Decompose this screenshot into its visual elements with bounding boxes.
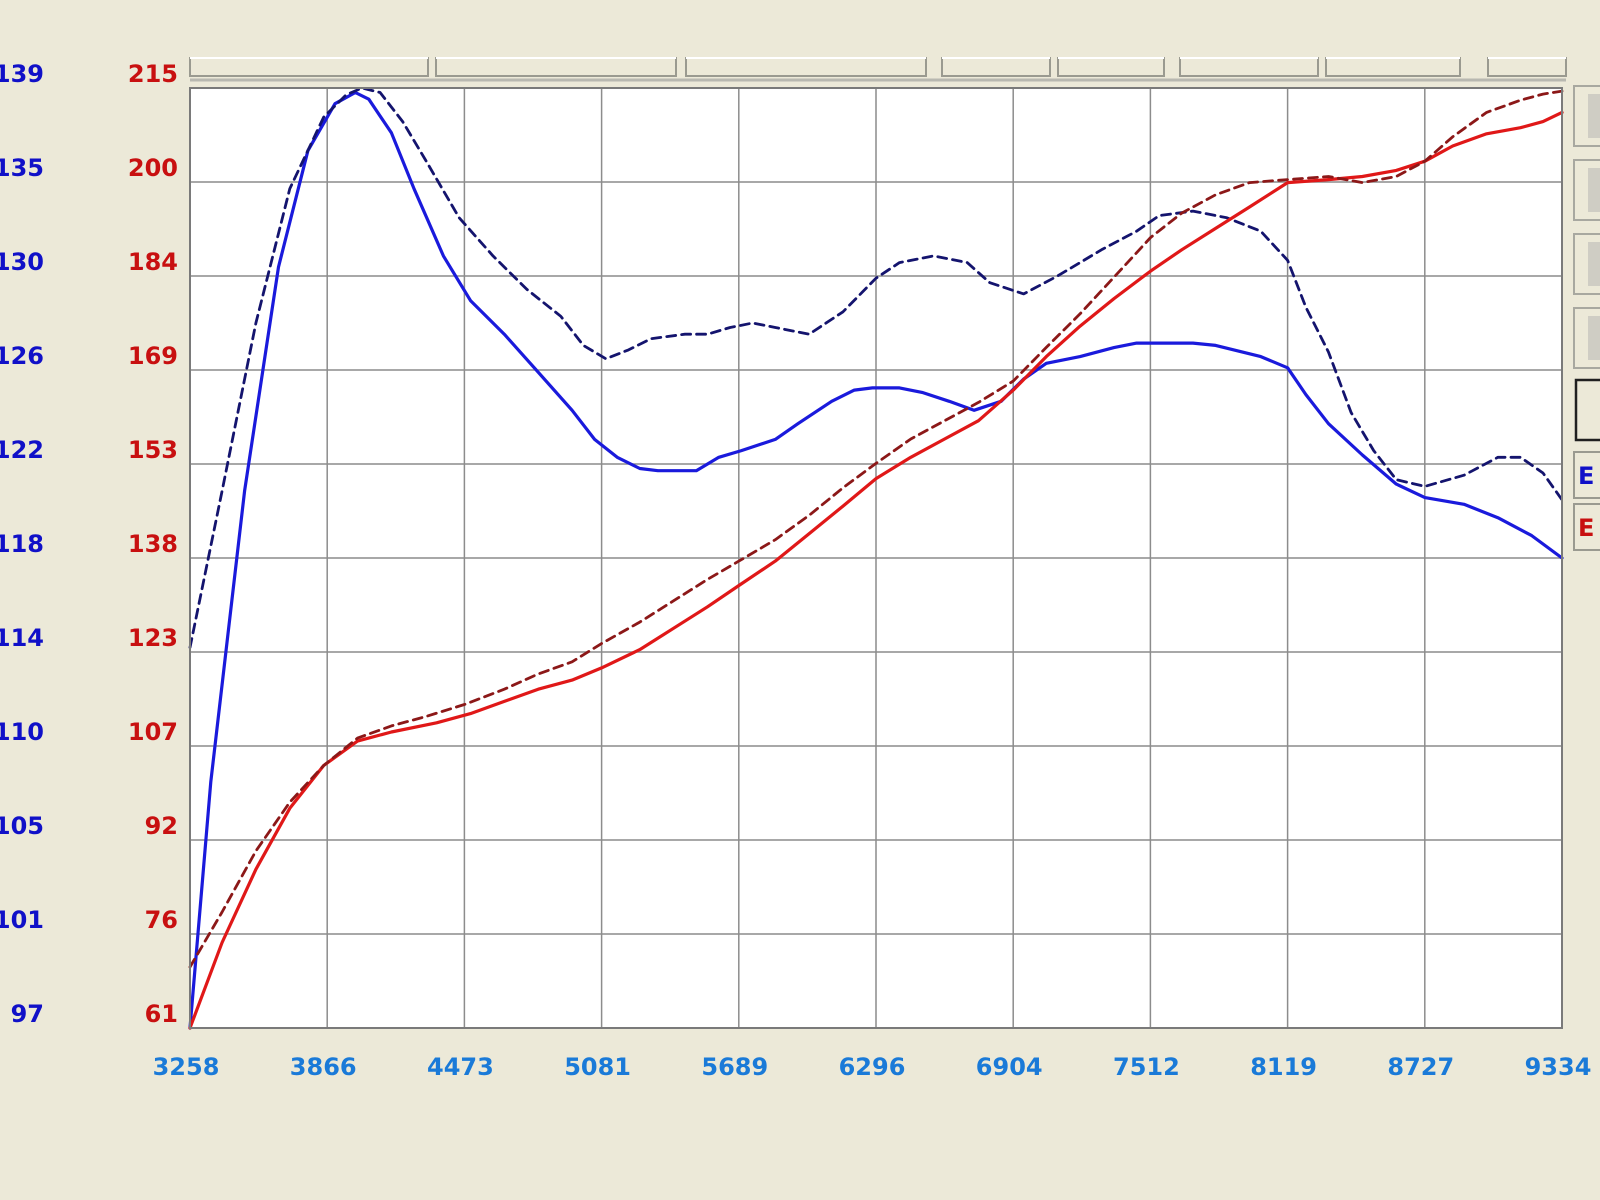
- bottom-axis-tick-label: 5081: [564, 1053, 631, 1081]
- right-axis-tick-label: 76: [145, 906, 178, 934]
- bottom-axis-tick-label: 6904: [976, 1053, 1043, 1081]
- left-axis-tick-label: 97: [11, 1000, 44, 1028]
- side-button-selected[interactable]: [1574, 378, 1600, 442]
- bottom-axis-tick-label: 3866: [290, 1053, 357, 1081]
- header-button-5[interactable]: [1057, 57, 1165, 77]
- header-button-6[interactable]: [1179, 57, 1319, 77]
- left-axis-tick-label: 101: [0, 906, 44, 934]
- bottom-axis: 3258 3866 4473 5081 5689 6296 6904 7512 8119 8727…: [153, 1053, 1592, 1081]
- bottom-axis-tick-label: 5689: [701, 1053, 768, 1081]
- right-axis-tick-label: 138: [128, 530, 178, 558]
- side-legend-button-label: E: [1578, 514, 1594, 542]
- bottom-axis-tick-label: 3258: [153, 1053, 220, 1081]
- left-axis: 139 135 130 126 122 118 114 110 105 101 97: [0, 60, 44, 1028]
- left-axis-tick-label: 130: [0, 248, 44, 276]
- right-axis-tick-label: 92: [145, 812, 178, 840]
- series-line-right-solid: [188, 110, 1564, 1030]
- left-axis-tick-label: 139: [0, 60, 44, 88]
- side-button-face: [1588, 94, 1600, 138]
- header-button-1[interactable]: [189, 57, 429, 77]
- top-button-strip: [189, 57, 1567, 82]
- header-button-2[interactable]: [435, 57, 677, 77]
- right-axis-tick-label: 123: [128, 624, 178, 652]
- right-axis-tick-label: 184: [128, 248, 178, 276]
- right-axis-tick-label: 215: [128, 60, 178, 88]
- left-axis-tick-label: 118: [0, 530, 44, 558]
- left-axis-tick-label: 122: [0, 436, 44, 464]
- side-legend-button-1[interactable]: [1573, 451, 1600, 499]
- header-button-7[interactable]: [1325, 57, 1461, 77]
- series-line-right-dashed: [188, 89, 1564, 969]
- header-button-4[interactable]: [941, 57, 1051, 77]
- bottom-axis-tick-label: 7512: [1113, 1053, 1180, 1081]
- right-axis-tick-label: 169: [128, 342, 178, 370]
- left-axis-tick-label: 135: [0, 154, 44, 182]
- right-axis-tick-label: 61: [145, 1000, 178, 1028]
- series-line-left-solid: [188, 90, 1564, 1030]
- right-axis-tick-label: 200: [128, 154, 178, 182]
- side-legend-button-2[interactable]: [1573, 503, 1600, 551]
- left-axis-tick-label: 114: [0, 624, 44, 652]
- plot-border: [189, 87, 1563, 1029]
- left-axis-tick-label: 110: [0, 718, 44, 746]
- bottom-axis-tick-label: 9334: [1525, 1053, 1592, 1081]
- side-button-face: [1588, 168, 1600, 212]
- right-axis-tick-label: 153: [128, 436, 178, 464]
- side-button-panel: EE: [1573, 85, 1600, 551]
- bottom-axis-tick-label: 8119: [1250, 1053, 1317, 1081]
- series-layer: [188, 86, 1564, 1030]
- side-legend-button-label: E: [1578, 462, 1594, 490]
- bottom-axis-tick-label: 8727: [1387, 1053, 1454, 1081]
- bottom-axis-tick-label: 6296: [839, 1053, 906, 1081]
- side-button-face: [1588, 242, 1600, 286]
- right-axis-tick-label: 107: [128, 718, 178, 746]
- left-axis-tick-label: 105: [0, 812, 44, 840]
- right-axis: 215 200 184 169 153 138 123 107 92 76 61: [128, 60, 178, 1028]
- left-axis-tick-label: 126: [0, 342, 44, 370]
- header-button-3[interactable]: [685, 57, 927, 77]
- side-button-face: [1588, 316, 1600, 360]
- series-line-left-dashed: [188, 86, 1564, 649]
- bottom-axis-tick-label: 4473: [427, 1053, 494, 1081]
- header-button-8[interactable]: [1487, 57, 1567, 77]
